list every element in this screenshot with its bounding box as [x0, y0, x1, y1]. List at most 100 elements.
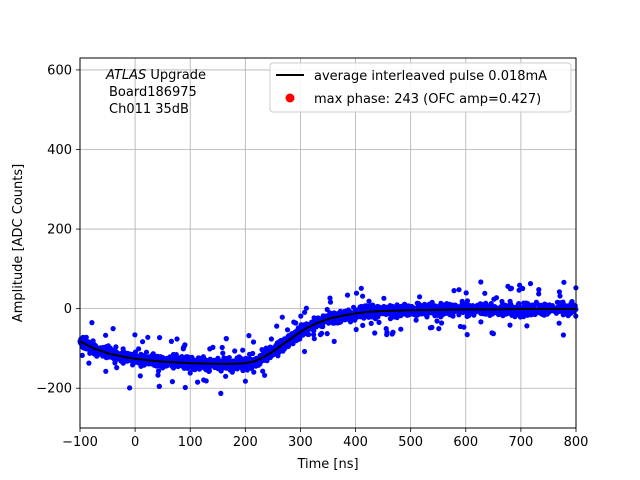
- scatter-point: [331, 338, 337, 344]
- scatter-point: [252, 363, 258, 369]
- scatter-point: [157, 335, 163, 341]
- scatter-point: [218, 390, 224, 396]
- scatter-point: [251, 369, 257, 375]
- scatter-point: [114, 365, 120, 371]
- scatter-point: [353, 290, 360, 296]
- scatter-point: [344, 292, 351, 298]
- scatter-point: [451, 288, 457, 294]
- scatter-point: [557, 293, 563, 299]
- scatter-point: [436, 326, 442, 332]
- scatter-point: [223, 373, 229, 379]
- scatter-point: [290, 341, 296, 347]
- annotation-line3: Ch011 35dB: [109, 102, 189, 117]
- scatter-point: [327, 310, 333, 316]
- scatter-point: [389, 314, 396, 320]
- scatter-point: [520, 311, 526, 317]
- scatter-point: [103, 368, 109, 374]
- scatter-point: [223, 336, 229, 342]
- y-tick-label: 400: [47, 143, 72, 158]
- x-tick-label: 0: [131, 435, 139, 450]
- scatter-point: [536, 287, 542, 293]
- scatter-point: [488, 301, 494, 307]
- scatter-point: [463, 304, 470, 310]
- scatter-point: [84, 346, 90, 352]
- scatter-point: [182, 384, 188, 391]
- scatter-point: [463, 290, 469, 296]
- scatter-point: [260, 368, 266, 374]
- average-line-series: [79, 308, 576, 365]
- scatter-point: [412, 310, 418, 316]
- scatter-point: [201, 355, 207, 361]
- annotation-line2: Board186975: [109, 85, 197, 100]
- scatter-point: [523, 300, 529, 306]
- scatter-point: [524, 323, 530, 329]
- scatter-point: [366, 298, 372, 304]
- scatter-point: [155, 372, 161, 378]
- scatter-point: [424, 313, 430, 319]
- scatter-point: [327, 295, 333, 301]
- scatter-point: [250, 339, 257, 345]
- scatter-point: [380, 304, 386, 311]
- scatter-point: [185, 365, 191, 371]
- scatter-point: [298, 322, 304, 328]
- scatter-point: [80, 334, 86, 340]
- scatter-point: [218, 368, 224, 374]
- scatter-point: [398, 326, 404, 332]
- scatter-point: [207, 346, 213, 352]
- scatter-point: [459, 302, 465, 308]
- scatter-point: [369, 303, 376, 309]
- scatter-point: [456, 287, 462, 293]
- x-tick-label: −100: [62, 435, 98, 450]
- scatter-point: [368, 320, 374, 326]
- scatter-point: [184, 355, 190, 361]
- scatter-point: [110, 326, 116, 332]
- scatter-point: [353, 326, 359, 333]
- scatter-point: [89, 320, 95, 326]
- scatter-point: [392, 305, 398, 311]
- scatter-point: [320, 313, 326, 319]
- scatter-point: [295, 337, 301, 343]
- x-tick-label: 500: [398, 435, 423, 450]
- scatter-point: [490, 331, 496, 337]
- scatter-point: [238, 356, 244, 362]
- y-axis-label: Amplitude [ADC Counts]: [11, 164, 26, 322]
- scatter-point: [417, 294, 423, 300]
- scatter-point: [549, 303, 556, 309]
- scatter-point: [169, 379, 175, 385]
- y-tick-label: 0: [64, 302, 72, 317]
- scatter-point: [556, 289, 563, 295]
- scatter-point: [140, 339, 146, 345]
- scatter-point: [324, 331, 330, 337]
- scatter-point: [187, 370, 193, 376]
- annotation-line1: ATLAS Upgrade: [105, 68, 206, 83]
- scatter-point: [112, 355, 118, 362]
- x-tick-label: 800: [564, 435, 589, 450]
- y-tick-label: 600: [47, 63, 72, 78]
- scatter-point: [360, 293, 366, 299]
- x-tick-label: 200: [233, 435, 258, 450]
- scatter-point: [457, 323, 463, 330]
- scatter-point: [363, 313, 369, 319]
- scatter-point: [500, 301, 506, 308]
- scatter-point: [240, 347, 246, 353]
- scatter-point: [327, 299, 334, 305]
- scatter-point: [279, 314, 285, 320]
- scatter-point: [195, 379, 201, 385]
- x-tick-label: 400: [343, 435, 368, 450]
- scatter-point: [86, 360, 92, 366]
- scatter-point: [244, 367, 250, 373]
- scatter-point: [319, 330, 325, 336]
- scatter-point: [318, 323, 324, 329]
- scatter-point: [220, 350, 226, 356]
- scatter-point: [402, 301, 408, 307]
- scatter-point: [381, 295, 387, 301]
- x-tick-label: 100: [178, 435, 203, 450]
- scatter-point: [565, 309, 571, 315]
- scatter-point: [326, 320, 332, 326]
- scatter-point: [561, 279, 567, 285]
- scatter-point: [163, 363, 169, 369]
- scatter-point: [464, 332, 470, 338]
- scatter-point: [483, 301, 489, 307]
- scatter-point: [248, 364, 254, 370]
- legend-box: [269, 62, 572, 113]
